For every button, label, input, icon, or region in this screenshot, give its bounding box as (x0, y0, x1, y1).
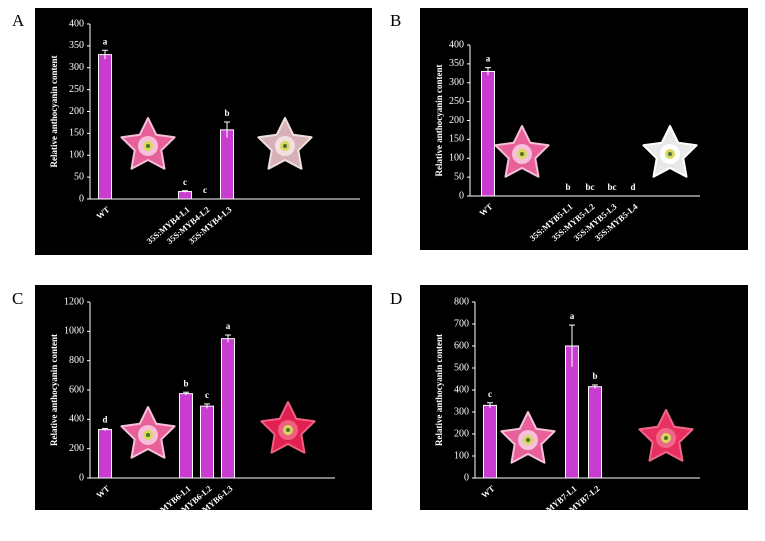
significance-letter: b (183, 378, 188, 388)
bar (481, 70, 495, 197)
flower-image (494, 125, 550, 178)
y-tick-label: 800 (454, 296, 469, 307)
flower-stigma (146, 433, 150, 437)
panel-label: B (390, 11, 401, 30)
flower-stigma (668, 152, 672, 156)
y-tick-label: 100 (449, 153, 464, 164)
flower-stigma (520, 152, 524, 156)
significance-letter: b (565, 182, 570, 192)
significance-letter: a (103, 36, 108, 46)
y-tick-label: 200 (454, 428, 469, 439)
y-tick-label: 0 (464, 472, 469, 483)
significance-letter: a (570, 311, 575, 321)
y-tick-label: 300 (454, 406, 469, 417)
significance-letter: b (592, 371, 597, 381)
y-axis-label: Relative anthocyanin content (49, 56, 59, 168)
y-tick-label: 100 (454, 450, 469, 461)
bar (221, 338, 235, 479)
significance-letter: a (226, 321, 231, 331)
flower-image (120, 117, 176, 170)
flower-image (642, 125, 698, 178)
y-axis-label: Relative anthocyanin content (434, 65, 444, 177)
flower-stigma (283, 144, 287, 148)
bar (98, 54, 112, 200)
y-tick-label: 600 (69, 384, 84, 395)
y-tick-label: 400 (454, 384, 469, 395)
significance-letter: c (183, 177, 187, 187)
flower-stigma (664, 436, 668, 440)
bar (178, 191, 192, 200)
y-tick-label: 50 (74, 171, 84, 182)
significance-letter: bc (586, 182, 595, 192)
flower-image (500, 411, 556, 464)
bar (98, 429, 112, 479)
y-tick-label: 400 (449, 39, 464, 50)
significance-letter: bc (608, 182, 617, 192)
y-tick-label: 500 (454, 362, 469, 373)
y-tick-label: 250 (449, 96, 464, 107)
y-axis-label: Relative anthocyanin content (434, 334, 444, 446)
significance-letter: b (224, 108, 229, 118)
flower-stigma (286, 428, 290, 432)
y-tick-label: 350 (69, 40, 84, 51)
y-tick-label: 200 (449, 115, 464, 126)
significance-letter: c (488, 389, 492, 399)
y-tick-label: 1000 (64, 326, 84, 337)
panel-background (420, 8, 748, 250)
flower-image (120, 406, 176, 459)
y-tick-label: 200 (69, 106, 84, 117)
y-tick-label: 1200 (64, 296, 84, 307)
panel-label: A (12, 11, 25, 30)
y-tick-label: 700 (454, 318, 469, 329)
y-tick-label: 0 (79, 472, 84, 483)
flower-image (260, 401, 316, 454)
flower-stigma (526, 438, 530, 442)
flower-image (638, 409, 694, 462)
y-tick-label: 400 (69, 18, 84, 29)
panel-background (35, 8, 372, 255)
flower-image (257, 117, 313, 170)
y-tick-label: 250 (69, 84, 84, 95)
bar (220, 129, 234, 200)
significance-letter: d (102, 414, 107, 424)
y-axis-label: Relative anthocyanin content (49, 334, 59, 446)
y-tick-label: 0 (459, 190, 464, 201)
y-tick-label: 50 (454, 171, 464, 182)
panel-label: C (12, 289, 23, 308)
y-tick-label: 150 (69, 128, 84, 139)
significance-letter: a (486, 54, 491, 64)
significance-letter: d (630, 182, 635, 192)
y-tick-label: 200 (69, 443, 84, 454)
y-tick-label: 0 (79, 193, 84, 204)
significance-letter: c (203, 185, 207, 195)
bar (483, 404, 497, 479)
y-tick-label: 300 (449, 77, 464, 88)
panel-background (420, 285, 748, 510)
y-tick-label: 350 (449, 58, 464, 69)
bar (200, 405, 214, 479)
y-tick-label: 300 (69, 62, 84, 73)
y-tick-label: 800 (69, 355, 84, 366)
y-tick-label: 400 (69, 414, 84, 425)
bar (179, 393, 193, 479)
bar (588, 386, 602, 479)
y-tick-label: 600 (454, 340, 469, 351)
panel-label: D (390, 289, 402, 308)
significance-letter: c (205, 390, 209, 400)
y-tick-label: 150 (449, 134, 464, 145)
y-tick-label: 100 (69, 150, 84, 161)
flower-stigma (146, 144, 150, 148)
